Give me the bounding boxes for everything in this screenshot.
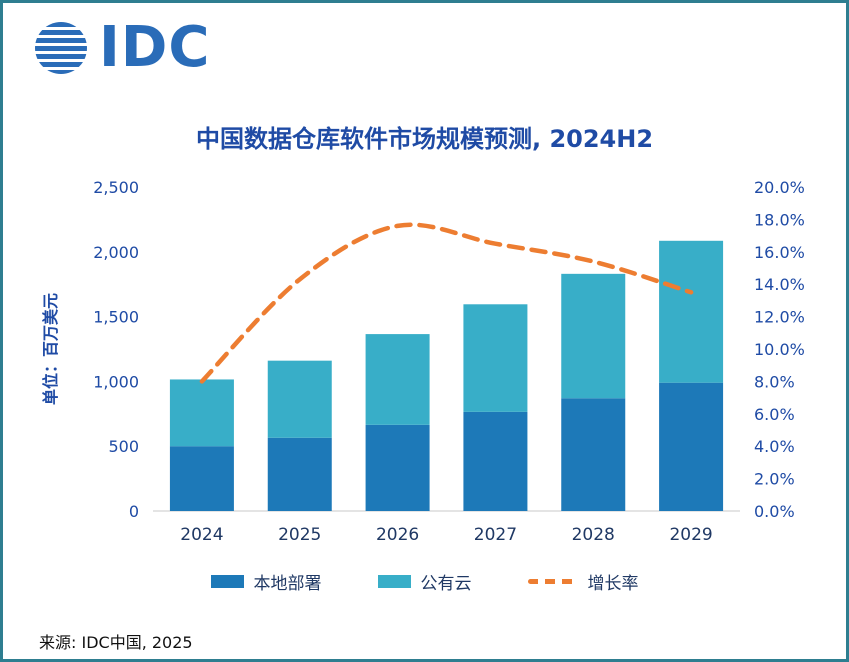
- left-axis-tick: 500: [108, 437, 139, 456]
- idc-globe-icon: [35, 22, 87, 74]
- legend-item: 公有云: [377, 569, 472, 594]
- right-axis-tick: 4.0%: [754, 437, 795, 456]
- bar-segment: [267, 437, 332, 511]
- right-axis-tick: 10.0%: [754, 340, 805, 359]
- right-axis-tick: 0.0%: [754, 502, 795, 521]
- legend-label: 本地部署: [253, 574, 322, 594]
- bar-segment: [267, 360, 332, 438]
- legend-label: 增长率: [587, 574, 639, 594]
- bar-segment: [561, 398, 626, 511]
- legend-dashed-line-icon: [527, 579, 578, 584]
- left-axis-tick: 2,000: [93, 243, 139, 262]
- right-axis-tick: 14.0%: [754, 275, 805, 294]
- chart-legend: 本地部署 公有云 增长率: [3, 569, 846, 594]
- right-axis-tick: 8.0%: [754, 372, 795, 391]
- left-axis-tick: 1,500: [93, 308, 139, 327]
- x-axis-label: 2028: [572, 525, 615, 545]
- idc-logo-text: IDC: [99, 15, 211, 80]
- bar-segment: [365, 334, 430, 425]
- bar-segment: [659, 382, 724, 511]
- left-axis-tick: 2,500: [93, 178, 139, 197]
- right-axis-tick: 2.0%: [754, 470, 795, 489]
- x-axis-label: 2029: [669, 525, 712, 545]
- legend-item: 增长率: [527, 569, 639, 594]
- chart-canvas: 0 500 1,000 1,500 2,000 2,500 0.0% 2.0% 4.0% 6.0%…: [93, 178, 805, 545]
- legend-swatch-icon: [377, 575, 411, 588]
- legend-label: 公有云: [420, 574, 472, 594]
- growth-rate-line: [199, 222, 694, 384]
- source-note: 来源: IDC中国, 2025: [39, 633, 193, 652]
- right-axis-tick: 20.0%: [754, 178, 805, 197]
- bar-segment: [169, 379, 234, 447]
- bar-segment: [365, 424, 430, 511]
- right-axis-tick: 18.0%: [754, 210, 805, 229]
- bar-segment: [463, 304, 528, 412]
- legend-item: 本地部署: [210, 569, 322, 594]
- idc-logo: IDC: [31, 19, 210, 77]
- left-axis-tick: 1,000: [93, 372, 139, 391]
- right-axis-tick: 16.0%: [754, 243, 805, 262]
- legend-swatch-icon: [210, 575, 244, 588]
- bar-segment: [659, 240, 724, 383]
- x-axis-label: 2025: [278, 525, 321, 545]
- x-axis-label: 2024: [180, 525, 223, 545]
- right-axis-tick: 12.0%: [754, 308, 805, 327]
- chart-title: 中国数据仓库软件市场规模预测, 2024H2: [195, 125, 654, 153]
- x-axis-label: 2026: [376, 525, 419, 545]
- bar-segment: [561, 273, 626, 399]
- x-axis-label: 2027: [474, 525, 517, 545]
- right-axis-tick: 6.0%: [754, 405, 795, 424]
- bar-segment: [463, 411, 528, 511]
- bar-segment: [169, 446, 234, 511]
- left-axis-tick: 0: [129, 502, 139, 521]
